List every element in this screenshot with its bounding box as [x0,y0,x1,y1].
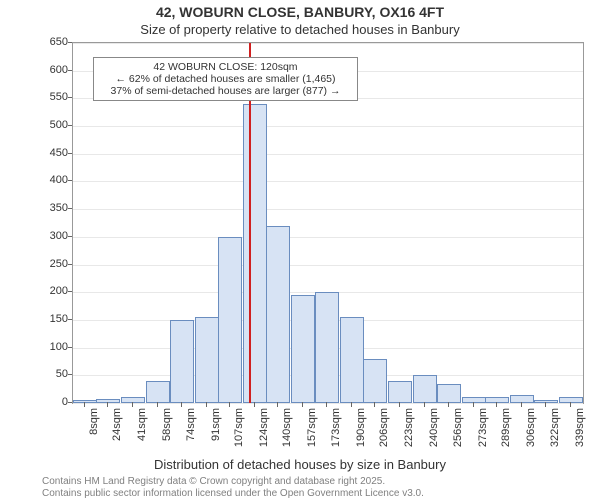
x-tick-label: 74sqm [185,408,197,441]
y-tick-label: 350 [50,202,68,214]
x-tick-mark [496,402,497,407]
x-tick-label: 289sqm [500,408,512,447]
credit-line-2: Contains public sector information licen… [42,488,600,499]
histogram-bar [195,317,219,403]
x-axis-label: Distribution of detached houses by size … [0,457,600,472]
y-tick-label: 150 [50,313,68,325]
x-tick-mark [157,402,158,407]
x-tick-label: 173sqm [330,408,342,447]
y-tick-label: 600 [50,64,68,76]
x-tick-mark [84,402,85,407]
x-tick-mark [473,402,474,407]
histogram-bar [170,320,194,403]
annotation-box: 42 WOBURN CLOSE: 120sqm← 62% of detached… [93,57,358,101]
x-tick-label: 273sqm [477,408,489,447]
grid-line [73,265,583,266]
x-tick-label: 41sqm [136,408,148,441]
histogram-bar [218,237,242,403]
annotation-line: ← 62% of detached houses are smaller (1,… [100,73,351,85]
x-tick-mark [181,402,182,407]
x-tick-label: 339sqm [574,408,586,447]
y-tick-label: 300 [50,230,68,242]
grid-line [73,181,583,182]
histogram-bar [363,359,387,403]
grid-line [73,209,583,210]
grid-line [73,126,583,127]
x-tick-mark [374,402,375,407]
y-tick-label: 550 [50,91,68,103]
y-tick-label: 650 [50,36,68,48]
x-tick-mark [277,402,278,407]
histogram-bar [315,292,339,403]
x-ticks: 8sqm 24sqm 41sqm 58sqm 74sqm 91sqm 107sqm 124sq… [72,402,582,462]
x-tick-mark [448,402,449,407]
histogram-bar [388,381,412,403]
credit-line-1: Contains HM Land Registry data © Crown c… [42,476,600,487]
x-tick-label: 140sqm [281,408,293,447]
chart-title: 42, WOBURN CLOSE, BANBURY, OX16 4FT [0,4,600,20]
x-tick-mark [132,402,133,407]
annotation-line: 37% of semi-detached houses are larger (… [100,85,351,97]
x-tick-label: 223sqm [403,408,415,447]
histogram-bar [340,317,364,403]
x-tick-mark [399,402,400,407]
x-tick-label: 8sqm [88,408,100,435]
plot-area: 42 WOBURN CLOSE: 120sqm← 62% of detached… [72,42,584,404]
y-tick-label: 200 [50,285,68,297]
x-tick-mark [229,402,230,407]
x-tick-mark [107,402,108,407]
y-tick-label: 0 [62,396,68,408]
y-tick-label: 400 [50,174,68,186]
x-tick-label: 24sqm [111,408,123,441]
x-tick-label: 206sqm [378,408,390,447]
x-tick-mark [351,402,352,407]
x-tick-label: 322sqm [549,408,561,447]
y-ticks: 050100150200250300350400450500550600650 [0,42,72,402]
x-tick-mark [521,402,522,407]
y-tick-label: 50 [56,368,68,380]
y-tick-label: 450 [50,147,68,159]
x-tick-label: 157sqm [306,408,318,447]
x-tick-mark [326,402,327,407]
x-tick-mark [302,402,303,407]
histogram-bar [243,104,267,403]
x-tick-label: 58sqm [161,408,173,441]
histogram-bar [437,384,461,403]
x-tick-label: 256sqm [452,408,464,447]
histogram-bar [266,226,290,403]
x-tick-mark [206,402,207,407]
histogram-bar [146,381,170,403]
chart-subtitle: Size of property relative to detached ho… [0,22,600,37]
x-tick-mark [424,402,425,407]
x-tick-mark [254,402,255,407]
x-tick-label: 124sqm [258,408,270,447]
x-tick-label: 91sqm [210,408,222,441]
histogram-bar [413,375,437,403]
grid-line [73,237,583,238]
y-tick-label: 250 [50,258,68,270]
y-tick-label: 500 [50,119,68,131]
x-tick-label: 190sqm [355,408,367,447]
x-tick-mark [545,402,546,407]
x-tick-mark [570,402,571,407]
y-tick-label: 100 [50,341,68,353]
x-tick-label: 240sqm [428,408,440,447]
x-tick-label: 306sqm [525,408,537,447]
grid-line [73,154,583,155]
annotation-line: 42 WOBURN CLOSE: 120sqm [100,61,351,73]
chart-container: 42, WOBURN CLOSE, BANBURY, OX16 4FT Size… [0,0,600,500]
histogram-bar [291,295,315,403]
grid-line [73,43,583,44]
x-tick-label: 107sqm [233,408,245,447]
